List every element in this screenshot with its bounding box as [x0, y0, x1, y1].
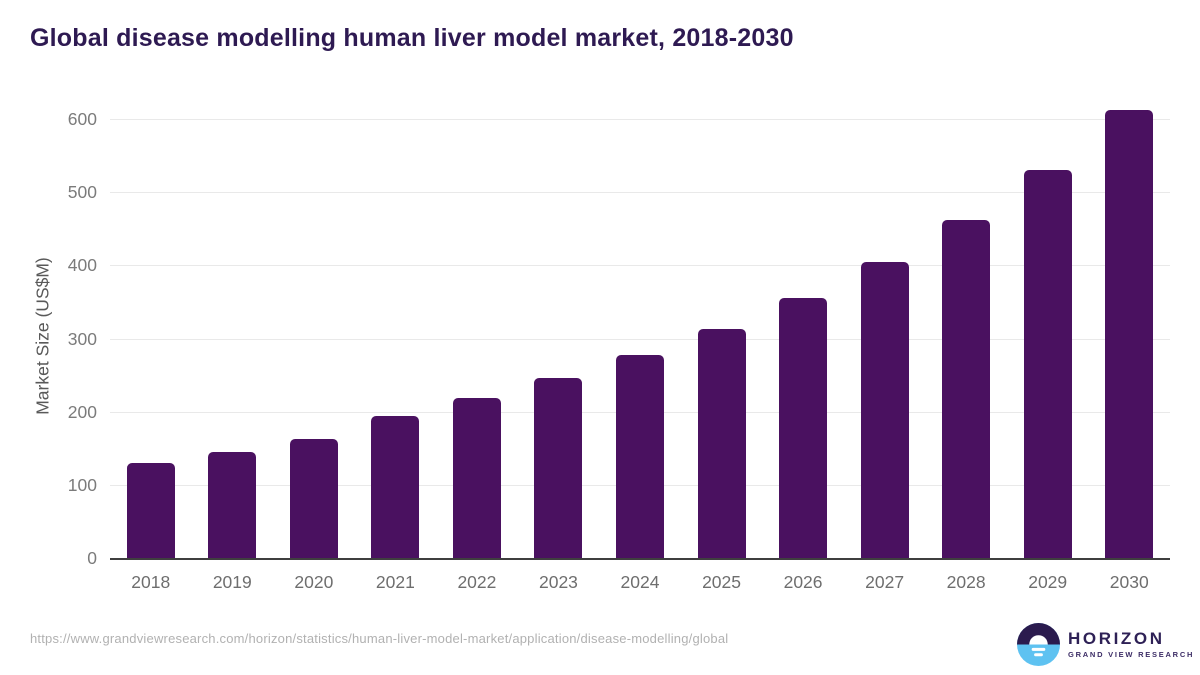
gridline-300	[110, 338, 1170, 340]
bar-2029	[1023, 170, 1072, 558]
x-tick-label-2020: 2020	[294, 572, 334, 592]
bar-2026	[779, 298, 828, 558]
x-tick-label-2025: 2025	[702, 572, 741, 592]
bar-2025	[697, 329, 746, 558]
bar-2020	[289, 439, 338, 558]
x-tick-label-2029: 2029	[1028, 572, 1068, 592]
logo-subtitle: GRAND VIEW RESEARCH	[1068, 650, 1195, 660]
y-tick-label-500: 500	[67, 182, 97, 203]
x-tick-label-2021: 2021	[375, 572, 415, 592]
horizon-logo: HORIZON GRAND VIEW RESEARCH	[1017, 623, 1194, 666]
x-tick-label-2027: 2027	[865, 572, 905, 592]
bar-2019	[208, 451, 257, 558]
bar-2027	[860, 261, 909, 558]
gridline-600	[110, 119, 1170, 120]
bar-2018	[126, 462, 175, 558]
logo-name: HORIZON	[1068, 629, 1165, 649]
x-tick-label-2019: 2019	[212, 572, 252, 592]
x-tick-label-2023: 2023	[538, 572, 578, 592]
gridline-400	[110, 265, 1170, 267]
source-url: https://www.grandviewresearch.com/horizo…	[30, 631, 729, 646]
horizon-logo-text: HORIZON GRAND VIEW RESEARCH	[1068, 630, 1194, 659]
x-tick-label-2024: 2024	[620, 572, 660, 592]
chart-title: Global disease modelling human liver mod…	[30, 24, 794, 52]
y-tick-label-200: 200	[67, 401, 97, 422]
bar-2023	[534, 378, 583, 558]
x-tick-label-2018: 2018	[131, 572, 171, 592]
gridline-500	[110, 192, 1170, 194]
y-tick-label-0: 0	[87, 548, 97, 568]
y-tick-label-300: 300	[67, 328, 97, 349]
bar-2024	[616, 355, 664, 558]
x-tick-label-2028: 2028	[946, 572, 986, 592]
bar-2022	[452, 397, 501, 558]
plot-area: 0 100 200 300 400 500 600 2018 2019 2020 2021 2022 2…	[68, 109, 1170, 592]
bar-2021	[371, 416, 420, 558]
x-axis-line	[110, 558, 1170, 560]
bar-2030	[1105, 110, 1154, 558]
x-tick-label-2026: 2026	[783, 572, 823, 592]
y-tick-label-400: 400	[67, 255, 97, 276]
bar-2028	[942, 219, 991, 558]
y-tick-label-100: 100	[67, 474, 97, 495]
y-tick-label-600: 600	[67, 109, 97, 129]
horizon-logo-icon	[1017, 623, 1060, 666]
x-tick-label-2022: 2022	[457, 572, 497, 592]
x-tick-label-2030: 2030	[1109, 572, 1149, 592]
